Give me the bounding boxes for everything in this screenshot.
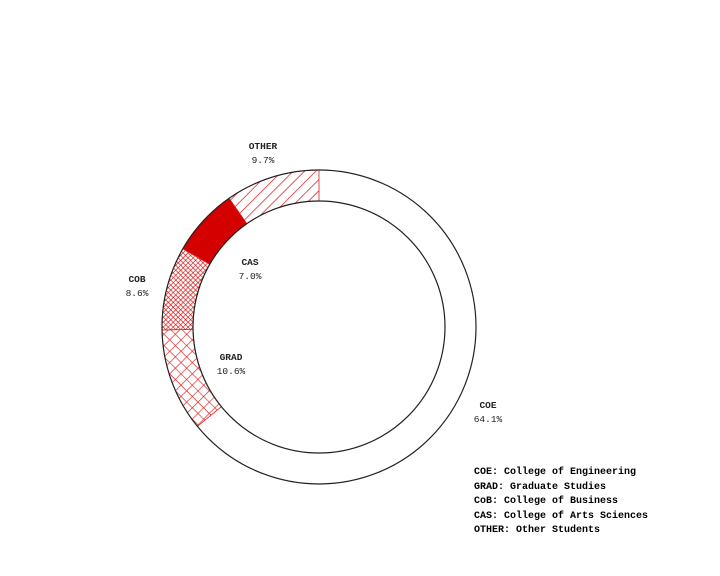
outer-ring (161, 169, 477, 485)
slice-label: OTHER (249, 141, 278, 152)
slice-other (228, 169, 320, 225)
legend-item: CoB: College of Business (474, 496, 619, 507)
slice-percent: 10.6% (217, 366, 246, 377)
slice-label: COB (128, 274, 145, 285)
slice-percent: 9.7% (252, 155, 275, 166)
legend-item: CAS: College of Arts Sciences (474, 510, 649, 522)
slice-label: COE (479, 400, 496, 411)
legend-item: GRAD: Graduate Studies (474, 481, 607, 493)
legend-item: OTHER: Other Students (474, 525, 601, 536)
slice-label: GRAD (220, 352, 243, 363)
legend: COE: College of Engineering GRAD: Gradua… (474, 466, 648, 539)
slice-percent: 8.6% (126, 288, 149, 299)
legend-item: COE: College of Engineering (474, 467, 637, 478)
inner-ring (192, 200, 446, 454)
slice-label: CAS (241, 257, 258, 268)
slice-percent: 7.0% (239, 271, 262, 282)
slice-percent: 64.1% (474, 414, 503, 425)
slice-cob (161, 248, 211, 331)
